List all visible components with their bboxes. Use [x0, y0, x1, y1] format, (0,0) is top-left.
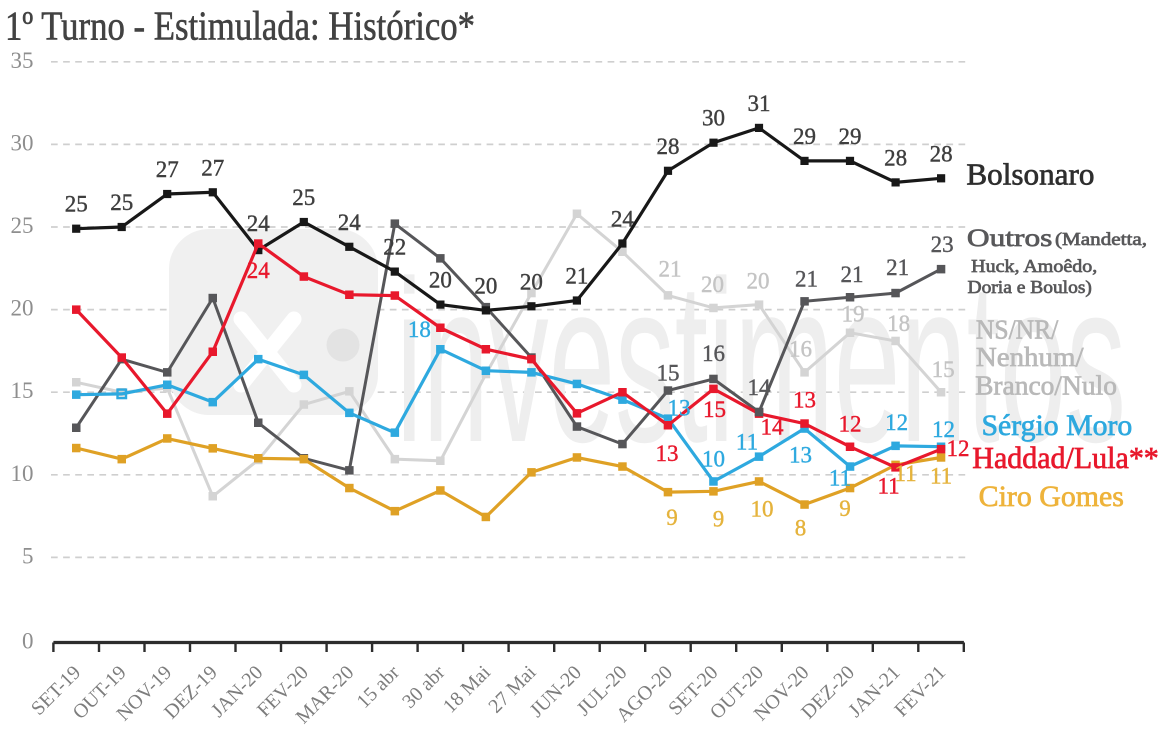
svg-text:28: 28 — [884, 145, 907, 170]
svg-text:21: 21 — [659, 256, 682, 281]
svg-text:20: 20 — [474, 273, 497, 298]
svg-text:23: 23 — [931, 232, 954, 257]
svg-text:25: 25 — [11, 213, 34, 238]
svg-text:27: 27 — [156, 157, 179, 182]
svg-text:25: 25 — [110, 190, 133, 215]
svg-text:20: 20 — [11, 296, 34, 321]
svg-text:14: 14 — [748, 375, 772, 400]
svg-text:15: 15 — [703, 397, 726, 422]
svg-text:35: 35 — [11, 48, 34, 73]
svg-text:(Mandetta,: (Mandetta, — [1055, 229, 1147, 250]
svg-text:13: 13 — [789, 443, 812, 468]
svg-text:Bolsonaro: Bolsonaro — [966, 157, 1094, 192]
svg-text:16: 16 — [702, 341, 725, 366]
svg-text:21: 21 — [841, 262, 864, 287]
svg-text:12: 12 — [839, 412, 862, 437]
svg-text:Ciro Gomes: Ciro Gomes — [979, 481, 1124, 513]
svg-text:10: 10 — [702, 446, 725, 471]
svg-text:Branco/Nulo: Branco/Nulo — [975, 369, 1117, 400]
svg-text:0: 0 — [22, 629, 34, 654]
svg-text:Doria e Boulos): Doria e Boulos) — [968, 277, 1092, 298]
svg-text:15: 15 — [932, 357, 955, 382]
svg-text:28: 28 — [657, 134, 680, 159]
svg-text:21: 21 — [886, 255, 909, 280]
svg-text:13: 13 — [656, 441, 679, 466]
svg-text:12: 12 — [947, 436, 970, 461]
svg-text:30: 30 — [11, 130, 34, 155]
svg-text:9: 9 — [713, 506, 725, 531]
svg-text:21: 21 — [565, 264, 588, 289]
svg-text:13: 13 — [793, 388, 816, 413]
svg-text:31: 31 — [748, 91, 771, 116]
svg-text:28: 28 — [930, 141, 953, 166]
svg-text:24: 24 — [247, 258, 271, 283]
svg-text:12: 12 — [885, 410, 908, 435]
svg-text:24: 24 — [338, 210, 362, 235]
svg-text:15: 15 — [11, 378, 34, 403]
svg-text:15: 15 — [657, 361, 680, 386]
svg-text:11: 11 — [895, 461, 917, 486]
svg-text:25: 25 — [292, 185, 315, 210]
svg-text:24: 24 — [247, 211, 271, 236]
svg-text:30: 30 — [702, 106, 725, 131]
svg-text:11: 11 — [736, 430, 758, 455]
svg-text:29: 29 — [839, 124, 862, 149]
svg-text:Huck, Amoêdo,: Huck, Amoêdo, — [971, 256, 1097, 276]
svg-text:investimentos: investimentos — [396, 233, 1126, 490]
svg-text:Haddad/Lula**: Haddad/Lula** — [972, 440, 1159, 475]
svg-text:18: 18 — [408, 317, 431, 342]
svg-text:1º Turno - Estimulada: Históri: 1º Turno - Estimulada: Histórico* — [5, 3, 475, 49]
svg-text:22: 22 — [383, 235, 406, 260]
svg-text:27: 27 — [201, 155, 224, 180]
svg-text:9: 9 — [666, 505, 678, 530]
svg-text:9: 9 — [839, 496, 851, 521]
svg-text:20: 20 — [429, 268, 452, 293]
svg-text:20: 20 — [520, 269, 543, 294]
svg-text:10: 10 — [751, 496, 774, 521]
svg-text:25: 25 — [65, 192, 88, 217]
svg-text:14: 14 — [761, 415, 785, 440]
svg-text:12: 12 — [932, 417, 955, 442]
svg-text:19: 19 — [842, 302, 865, 327]
svg-text:20: 20 — [701, 272, 724, 297]
svg-text:Nenhum/: Nenhum/ — [976, 341, 1084, 372]
svg-text:18: 18 — [887, 311, 910, 336]
svg-text:11: 11 — [878, 473, 900, 498]
svg-text:11: 11 — [829, 466, 851, 491]
svg-text:NS/NR/: NS/NR/ — [976, 314, 1059, 345]
svg-text:Outros: Outros — [967, 225, 1053, 252]
svg-text:24: 24 — [611, 207, 635, 232]
svg-text:13: 13 — [668, 396, 691, 421]
svg-text:8: 8 — [795, 516, 807, 541]
svg-text:5: 5 — [22, 543, 34, 568]
svg-text:Sérgio Moro: Sérgio Moro — [982, 410, 1133, 442]
svg-text:21: 21 — [795, 266, 818, 291]
svg-text:16: 16 — [789, 336, 812, 361]
svg-text:20: 20 — [747, 269, 770, 294]
svg-text:11: 11 — [930, 464, 952, 489]
svg-text:29: 29 — [793, 124, 816, 149]
svg-text:10: 10 — [11, 461, 34, 486]
